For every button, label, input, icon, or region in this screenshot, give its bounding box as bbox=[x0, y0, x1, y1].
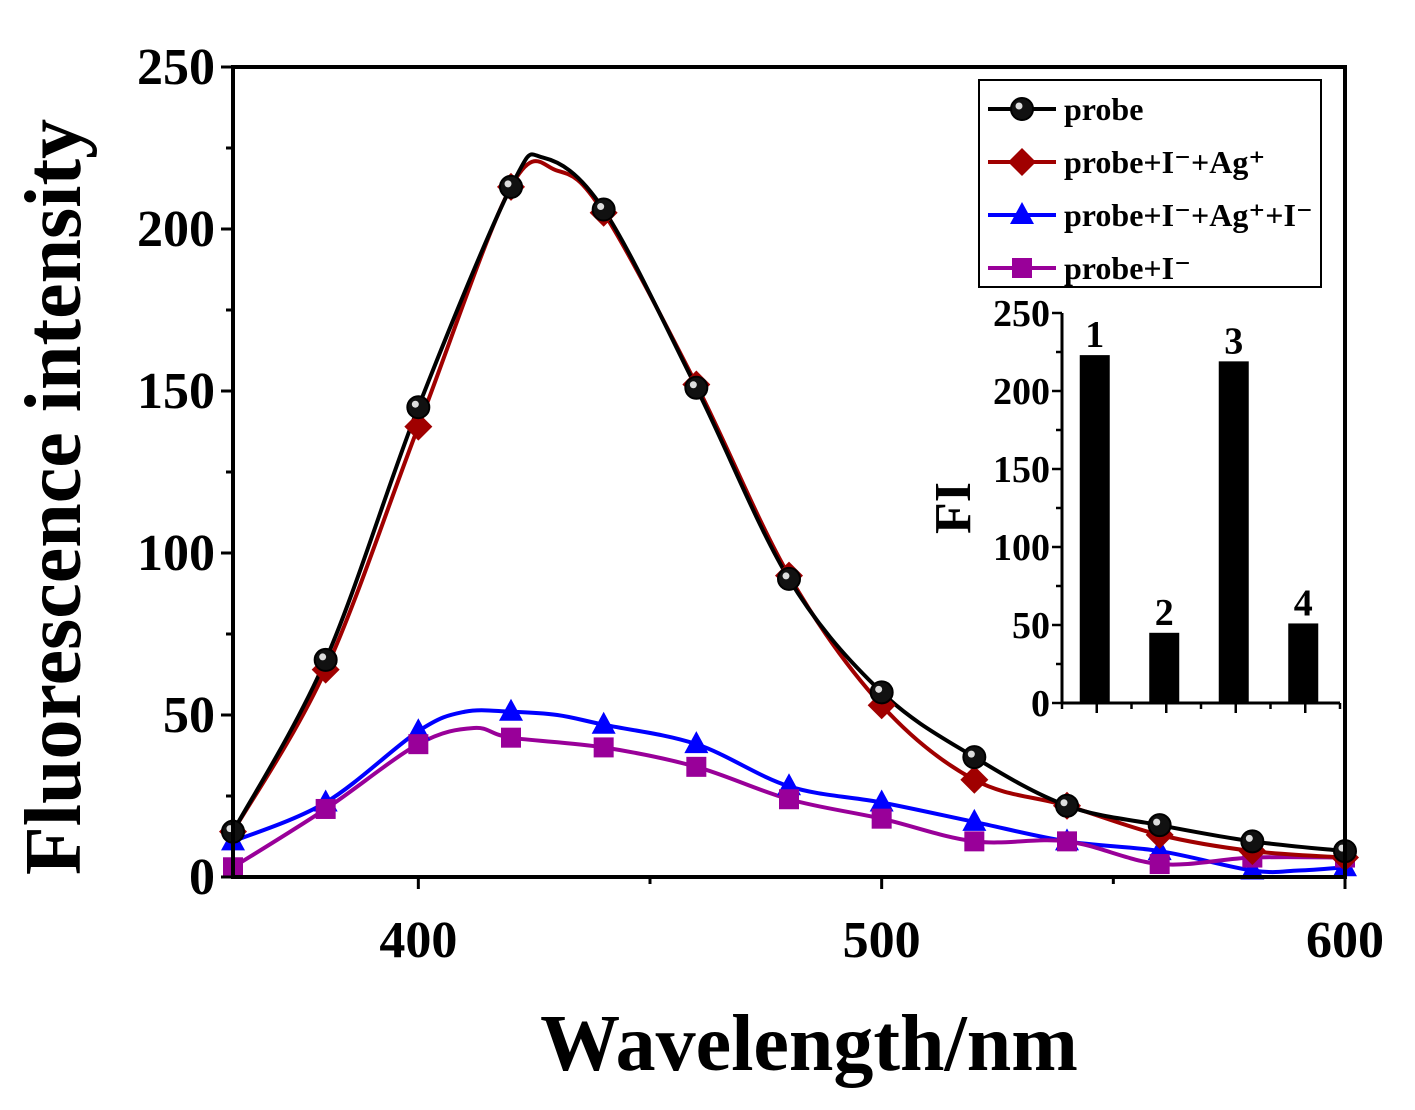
inset-bar bbox=[1149, 632, 1180, 703]
legend-marker bbox=[1010, 97, 1034, 121]
legend-label: probe+I⁻+Ag⁺ bbox=[1064, 144, 1265, 180]
data-point-marker-highlight bbox=[1153, 818, 1161, 826]
y-axis-label: Fluorescence intensity bbox=[10, 119, 98, 875]
legend-label: probe+I⁻ bbox=[1064, 250, 1191, 286]
inset-bar-label: 2 bbox=[1155, 592, 1174, 634]
data-point-marker bbox=[593, 737, 614, 758]
data-point-marker bbox=[1147, 813, 1172, 838]
data-point-marker-highlight bbox=[319, 653, 327, 661]
data-point-marker bbox=[1055, 793, 1079, 818]
data-point-marker bbox=[499, 698, 523, 721]
legend-marker bbox=[1012, 258, 1032, 278]
data-point-marker-highlight bbox=[967, 750, 975, 758]
x-axis-label: Wavelength/nm bbox=[540, 1000, 1078, 1088]
inset-y-tick-label: 50 bbox=[1012, 605, 1050, 647]
y-tick-label: 100 bbox=[137, 525, 215, 582]
inset-y-tick-label: 250 bbox=[993, 293, 1050, 335]
series-line bbox=[232, 708, 1346, 875]
data-point-marker bbox=[684, 375, 709, 400]
inset-bar-label: 3 bbox=[1224, 320, 1243, 362]
data-point-marker bbox=[964, 831, 985, 852]
data-point-marker bbox=[962, 745, 987, 770]
data-point-marker bbox=[404, 412, 433, 441]
data-point-marker bbox=[960, 765, 989, 794]
y-tick-label: 50 bbox=[163, 687, 215, 744]
data-point-marker bbox=[869, 680, 894, 705]
data-point-marker-highlight bbox=[782, 572, 790, 580]
inset-y-tick-label: 200 bbox=[993, 371, 1050, 413]
inset-y-axis-label: FI bbox=[925, 482, 982, 534]
data-point-marker-highlight bbox=[597, 203, 605, 211]
data-point-marker bbox=[962, 808, 987, 831]
y-tick-label: 250 bbox=[137, 39, 215, 96]
x-tick-label: 600 bbox=[1306, 912, 1384, 969]
legend-box bbox=[978, 79, 1322, 288]
data-point-marker-highlight bbox=[504, 180, 512, 188]
data-point-marker-highlight bbox=[1245, 834, 1253, 842]
data-point-marker bbox=[869, 789, 894, 812]
data-point-marker bbox=[1240, 829, 1265, 854]
data-point-marker bbox=[686, 756, 707, 777]
data-point-marker bbox=[684, 731, 709, 754]
data-point-marker bbox=[1149, 854, 1170, 875]
data-point-marker-highlight bbox=[411, 400, 419, 408]
data-point-marker-highlight bbox=[689, 381, 697, 389]
legend-marker-highlight bbox=[1015, 102, 1023, 110]
inset-bar bbox=[1079, 355, 1110, 703]
inset-bar bbox=[1218, 361, 1249, 703]
legend-label: probe bbox=[1064, 91, 1143, 127]
y-tick-label: 200 bbox=[137, 201, 215, 258]
data-point-marker bbox=[501, 727, 521, 748]
data-point-marker bbox=[1240, 857, 1265, 880]
data-point-marker bbox=[591, 711, 616, 734]
data-point-marker bbox=[871, 808, 892, 829]
inset-bar-label: 1 bbox=[1085, 314, 1104, 356]
data-point-marker-highlight bbox=[1060, 799, 1068, 807]
data-point-marker bbox=[408, 734, 429, 755]
inset-y-tick-label: 0 bbox=[1031, 683, 1050, 725]
data-point-marker-highlight bbox=[875, 685, 883, 693]
y-tick-label: 0 bbox=[189, 849, 215, 906]
data-point-marker bbox=[591, 197, 616, 222]
series-2 bbox=[232, 708, 1346, 875]
data-point-marker bbox=[406, 395, 431, 420]
legend-label: probe+I⁻+Ag⁺+I⁻ bbox=[1064, 197, 1313, 233]
inset-y-tick-label: 150 bbox=[993, 449, 1050, 491]
data-point-marker bbox=[315, 798, 336, 819]
legend: probe probe+I⁻+Ag⁺ probe+I⁻+Ag⁺+I⁻ probe+I⁻ bbox=[978, 79, 1322, 288]
x-tick-label: 500 bbox=[843, 912, 921, 969]
x-tick-label: 400 bbox=[379, 912, 457, 969]
inset-bar-chart: 0 50 100 150 200 250 FI 1 2 3 4 bbox=[925, 293, 1342, 725]
legend-marker bbox=[1008, 148, 1036, 176]
data-point-marker bbox=[313, 647, 338, 672]
inset-bar-label: 4 bbox=[1294, 582, 1313, 624]
inset-y-tick-label: 100 bbox=[993, 527, 1050, 569]
y-tick-label: 150 bbox=[137, 363, 215, 420]
data-point-marker bbox=[499, 174, 523, 199]
data-point-marker bbox=[779, 789, 799, 810]
inset-bar bbox=[1288, 623, 1319, 703]
data-point-marker bbox=[1057, 831, 1077, 852]
data-point-marker bbox=[777, 566, 801, 591]
legend-marker bbox=[1010, 202, 1034, 224]
